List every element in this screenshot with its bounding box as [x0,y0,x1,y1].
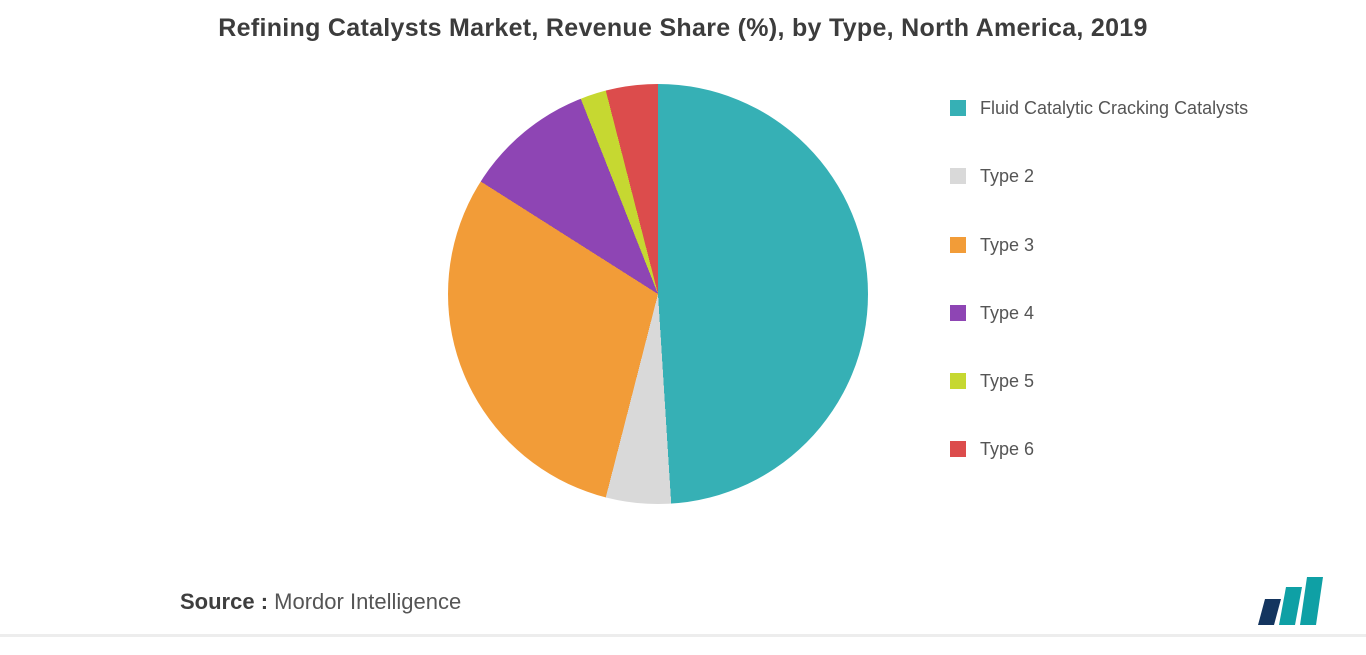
brand-logo [1252,577,1338,625]
legend-item: Type 6 [950,437,1250,461]
source-label: Source : [180,589,268,614]
legend-swatch [950,168,966,184]
chart-title: Refining Catalysts Market, Revenue Share… [0,14,1366,43]
legend-item: Fluid Catalytic Cracking Catalysts [950,96,1250,120]
legend-swatch [950,441,966,457]
legend-label: Type 4 [980,301,1034,325]
chart-container: Refining Catalysts Market, Revenue Share… [0,0,1366,655]
legend-label: Type 5 [980,369,1034,393]
legend-swatch [950,373,966,389]
legend-label: Type 6 [980,437,1034,461]
legend-label: Type 2 [980,164,1034,188]
legend-item: Type 5 [950,369,1250,393]
pie-chart [448,84,868,504]
footer-rule [0,634,1366,637]
legend-swatch [950,305,966,321]
legend-swatch [950,237,966,253]
source-attribution: Source : Mordor Intelligence [180,589,461,615]
legend: Fluid Catalytic Cracking Catalysts Type 2… [950,96,1250,462]
legend-item: Type 2 [950,164,1250,188]
legend-label: Fluid Catalytic Cracking Catalysts [980,96,1248,120]
legend-label: Type 3 [980,233,1034,257]
legend-item: Type 3 [950,233,1250,257]
legend-item: Type 4 [950,301,1250,325]
source-text: Mordor Intelligence [274,589,461,614]
legend-swatch [950,100,966,116]
pie-graphic [448,84,868,504]
